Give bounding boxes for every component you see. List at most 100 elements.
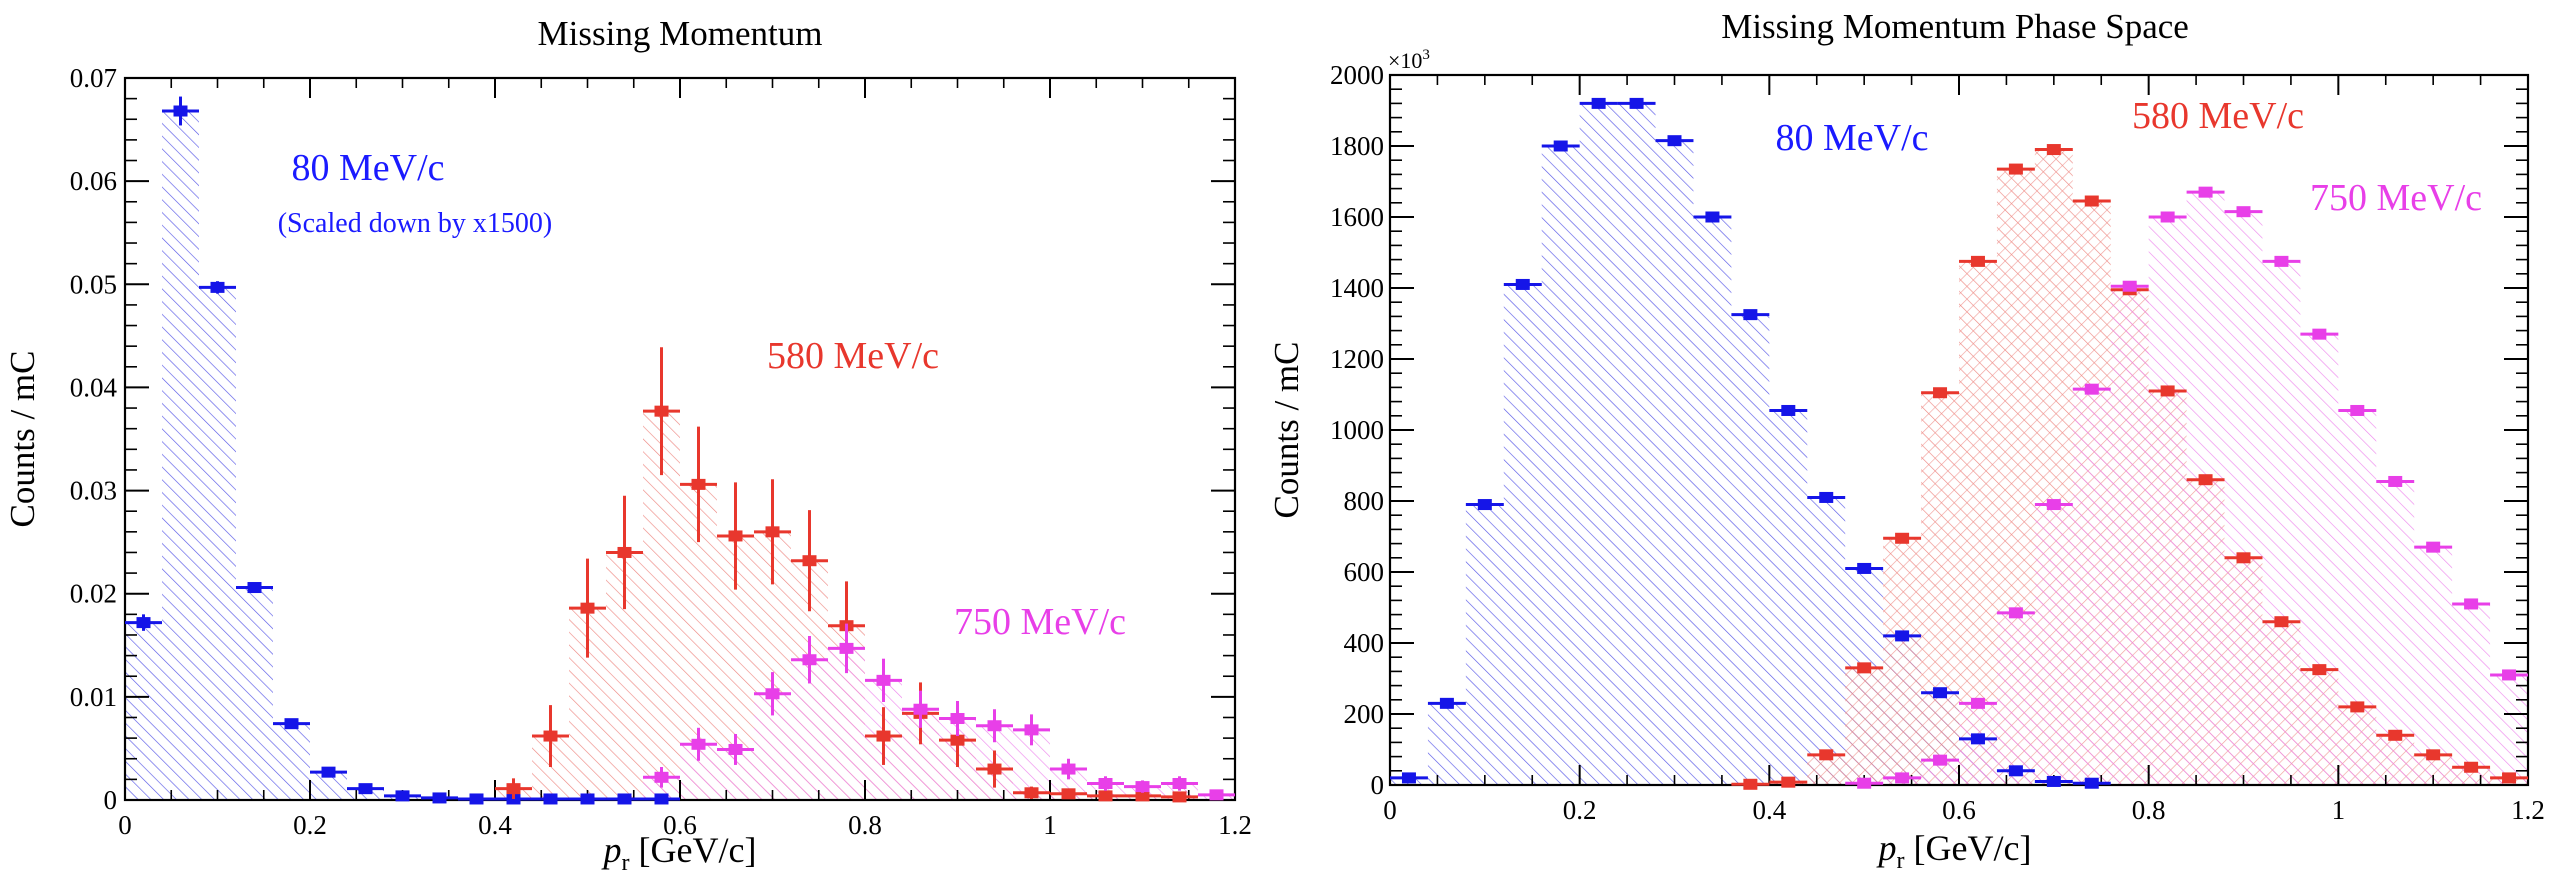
data-point: [1087, 790, 1124, 802]
marker: [2312, 328, 2327, 340]
marker: [1933, 387, 1948, 399]
marker: [691, 478, 706, 490]
marker: [2008, 765, 2023, 777]
data-point: [1198, 789, 1235, 801]
x-tick-label: 0.4: [1752, 795, 1786, 825]
marker: [1743, 309, 1758, 321]
marker: [2084, 383, 2099, 395]
data-point: [1845, 662, 1884, 674]
y-tick-label: 400: [1344, 628, 1385, 658]
data-point: [2034, 144, 2073, 156]
data-point: [1883, 772, 1922, 784]
data-point: [1013, 714, 1050, 746]
marker: [210, 281, 225, 293]
data-point: [1996, 607, 2035, 619]
data-point: [2072, 383, 2111, 395]
marker: [2198, 474, 2213, 486]
data-point: [1579, 97, 1618, 109]
marker: [1970, 697, 1985, 709]
data-point: [643, 766, 680, 788]
data-point: [495, 778, 532, 799]
data-point: [2110, 280, 2149, 292]
data-point: [2034, 499, 2073, 511]
data-point: [717, 482, 754, 590]
data-point: [1124, 790, 1161, 802]
data-point: [2414, 541, 2453, 553]
data-point: [2262, 616, 2301, 628]
annotation-label: 580 MeV/c: [2132, 95, 2304, 137]
marker: [1933, 687, 1948, 699]
data-point: [1161, 791, 1198, 803]
y-tick-label: 0.03: [70, 476, 117, 506]
chart-1: 0 0.2 0.4 0.6 0.8 1 1.2 0 0.01 0.02 0.03 0.04 0.05 0.…: [3, 14, 1252, 876]
x-axis-label-subscript: r: [622, 850, 630, 876]
y-tick-label: 1400: [1330, 273, 1384, 303]
marker: [1857, 662, 1872, 674]
marker: [1819, 749, 1834, 761]
y-tick-label: 1000: [1330, 415, 1384, 445]
data-point: [2262, 255, 2301, 267]
x-axis-label-symbol: p: [1876, 828, 1897, 868]
marker: [654, 771, 669, 783]
data-point: [2300, 328, 2339, 340]
data-point: [1427, 697, 1466, 709]
data-point: [1617, 97, 1656, 109]
marker: [2464, 598, 2479, 610]
marker: [1553, 140, 1568, 152]
marker: [2502, 669, 2517, 681]
data-point: [1731, 309, 1770, 321]
marker: [1098, 790, 1113, 802]
marker: [1667, 135, 1682, 147]
marker: [1895, 532, 1910, 544]
x-axis-label-subscript: r: [1897, 848, 1905, 874]
series-2-points: [1731, 144, 2528, 790]
y-tick-label: 0: [1371, 770, 1385, 800]
marker: [580, 793, 595, 805]
y-tick-label: 1600: [1330, 202, 1384, 232]
marker: [617, 793, 632, 805]
y-axis-label: Counts / mC: [3, 351, 42, 528]
data-point: [1845, 562, 1884, 574]
y-tick-label: 1200: [1330, 344, 1384, 374]
marker: [1172, 791, 1187, 803]
marker: [987, 763, 1002, 775]
marker: [543, 793, 558, 805]
data-point: [606, 793, 643, 805]
data-point: [2300, 664, 2339, 676]
data-point: [1769, 776, 1808, 788]
data-point: [2148, 385, 2187, 397]
marker: [580, 602, 595, 614]
marker: [2236, 206, 2251, 218]
marker: [1933, 754, 1948, 766]
annotation-label: 750 MeV/c: [2310, 177, 2482, 219]
series-2-hatched-area: [495, 411, 1198, 800]
data-point: [1087, 776, 1124, 791]
chart-title: Missing Momentum Phase Space: [1721, 7, 2189, 46]
annotation-label: (Scaled down by x1500): [278, 208, 553, 239]
marker: [1629, 97, 1644, 109]
marker: [1781, 404, 1796, 416]
marker: [2502, 772, 2517, 784]
data-point: [569, 793, 606, 805]
data-point: [2452, 598, 2491, 610]
data-point: [1161, 776, 1198, 791]
y-tick-label: 0.04: [70, 372, 118, 402]
data-point: [1655, 135, 1694, 147]
data-point: [162, 96, 199, 126]
marker: [1781, 776, 1796, 788]
marker: [987, 720, 1002, 732]
marker: [691, 738, 706, 750]
data-point: [1541, 140, 1580, 152]
data-point: [1050, 758, 1087, 780]
series-3-hatched-area: [643, 648, 1235, 800]
data-point: [976, 709, 1013, 743]
data-point: [976, 750, 1013, 788]
data-point: [680, 727, 717, 761]
marker: [876, 674, 891, 686]
y-tick-label: 600: [1344, 557, 1385, 587]
x-tick-label: 0.4: [478, 810, 512, 840]
marker: [1135, 781, 1150, 793]
x-axis-label: pr [GeV/c]: [1876, 828, 2032, 874]
